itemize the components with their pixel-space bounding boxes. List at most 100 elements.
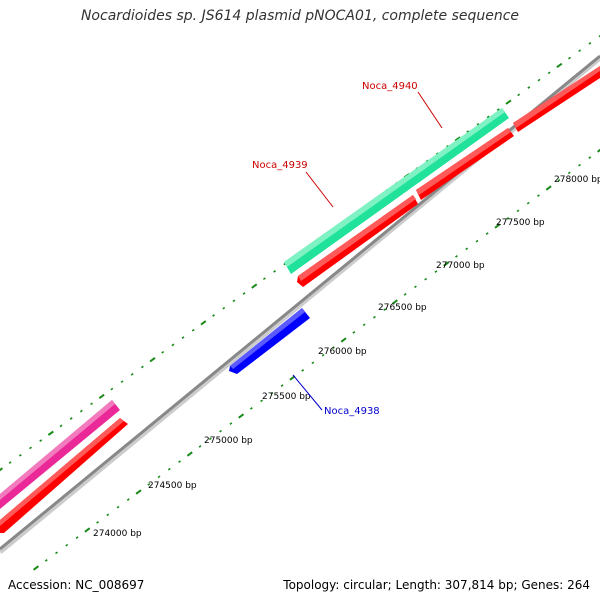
scale-tick (301, 369, 305, 372)
scale-tick (391, 299, 398, 305)
scale-tick (75, 536, 79, 539)
scale-tick (98, 393, 105, 400)
scale-label-276000: 276000 bp (318, 347, 367, 357)
scale-tick (545, 185, 552, 191)
scale-tick (69, 417, 73, 420)
scale-tick (527, 86, 531, 89)
scale-tick (198, 445, 202, 448)
scale-tick (516, 209, 520, 213)
scale-tick (116, 505, 120, 509)
scale-tick (280, 384, 284, 387)
scale-tick (8, 461, 12, 464)
gene-pink-bar (0, 400, 120, 509)
scale-tick (465, 247, 469, 251)
leader-noca-4940 (417, 91, 443, 129)
scale-tick (178, 460, 181, 463)
scale-tick (232, 299, 236, 303)
scale-tick (251, 283, 258, 289)
cds-bar-upper-3 (513, 66, 600, 132)
scale-tick (167, 467, 171, 471)
scale-tick (455, 255, 458, 258)
scale-tick (84, 527, 91, 533)
map-title: Nocardioides sp. JS614 plasmid pNOCA01, … (80, 8, 520, 24)
scale-tick (200, 320, 207, 326)
scale-tick (517, 93, 521, 97)
scale-tick (588, 42, 592, 45)
scale-tick (18, 453, 22, 457)
scale-tick (270, 391, 274, 395)
scale-tick (383, 308, 387, 311)
gene-label-noca-4938: Noca_4938 (324, 406, 380, 417)
scale-tick (191, 328, 195, 332)
scale-tick (55, 551, 58, 555)
scale-label-274500: 274500 bp (148, 481, 197, 491)
scale-tick (557, 179, 561, 182)
scale-tick (44, 559, 48, 562)
scale-tick (494, 223, 501, 229)
scale-tick (126, 498, 130, 501)
scale-tick (157, 475, 161, 479)
scale-label-275500: 275500 bp (262, 392, 311, 402)
scale-tick (130, 373, 134, 376)
scale-tick (311, 361, 315, 365)
leader-noca-4938 (292, 374, 323, 411)
scale-tick (140, 365, 144, 369)
scale-tick (578, 163, 581, 167)
scale-tick (424, 277, 428, 281)
scale-tick (33, 565, 39, 571)
scale-label-276500: 276500 bp (378, 303, 427, 313)
scale-tick (372, 315, 376, 319)
scale-tick (208, 437, 212, 441)
scale-tick (556, 62, 563, 69)
scale-label-277500: 277500 bp (496, 218, 545, 228)
scale-tick (321, 353, 325, 357)
scale-tick (476, 122, 480, 126)
tick-row-inner (33, 148, 600, 571)
scale-tick (596, 148, 600, 153)
cds-bar-upper-2 (416, 128, 514, 200)
scale-tick (106, 513, 110, 517)
scale-tick (47, 430, 54, 436)
scale-tick (403, 293, 407, 296)
gene-label-noca-4940: Noca_4940 (362, 81, 418, 92)
scale-tick (505, 99, 512, 105)
scale-tick (526, 201, 530, 205)
scale-tick (435, 152, 439, 156)
scale-tick (96, 521, 99, 524)
scale-tick (149, 357, 156, 363)
gene-noca-4938-bar (229, 308, 310, 374)
scale-tick (537, 194, 540, 197)
scale-tick (466, 130, 470, 133)
scale-tick (352, 331, 356, 334)
genome-summary-text: Topology: circular; Length: 307,814 bp; … (283, 578, 590, 592)
scale-tick (588, 156, 592, 159)
scale-tick (260, 399, 264, 403)
scale-tick (262, 277, 266, 281)
scale-tick (219, 429, 222, 433)
scale-tick (475, 239, 479, 243)
scale-tick (486, 115, 490, 119)
scale-tick (135, 489, 142, 495)
scale-tick (161, 350, 165, 354)
scale-tick (362, 323, 366, 327)
scale-tick (578, 49, 582, 53)
scale-tick (273, 270, 276, 273)
scale-tick (238, 413, 245, 419)
scale-labels: 274000 bp 274500 bp 275000 bp 275500 bp … (93, 175, 600, 539)
gene-label-noca-4939: Noca_4939 (252, 160, 308, 171)
scale-tick (485, 232, 489, 235)
backbone-line (0, 54, 600, 551)
scale-tick (454, 136, 461, 142)
scale-tick (222, 306, 226, 310)
cds-bar-lower (0, 418, 128, 533)
scale-tick (537, 78, 541, 82)
scale-tick (446, 144, 449, 148)
scale-tick (242, 292, 246, 295)
scale-tick (171, 343, 175, 347)
scale-label-275000: 275000 bp (204, 436, 253, 446)
scale-label-277000: 277000 bp (436, 261, 485, 271)
scale-tick (186, 451, 193, 457)
scale-tick (340, 337, 347, 343)
scale-tick (65, 543, 69, 547)
scale-tick (59, 424, 63, 428)
